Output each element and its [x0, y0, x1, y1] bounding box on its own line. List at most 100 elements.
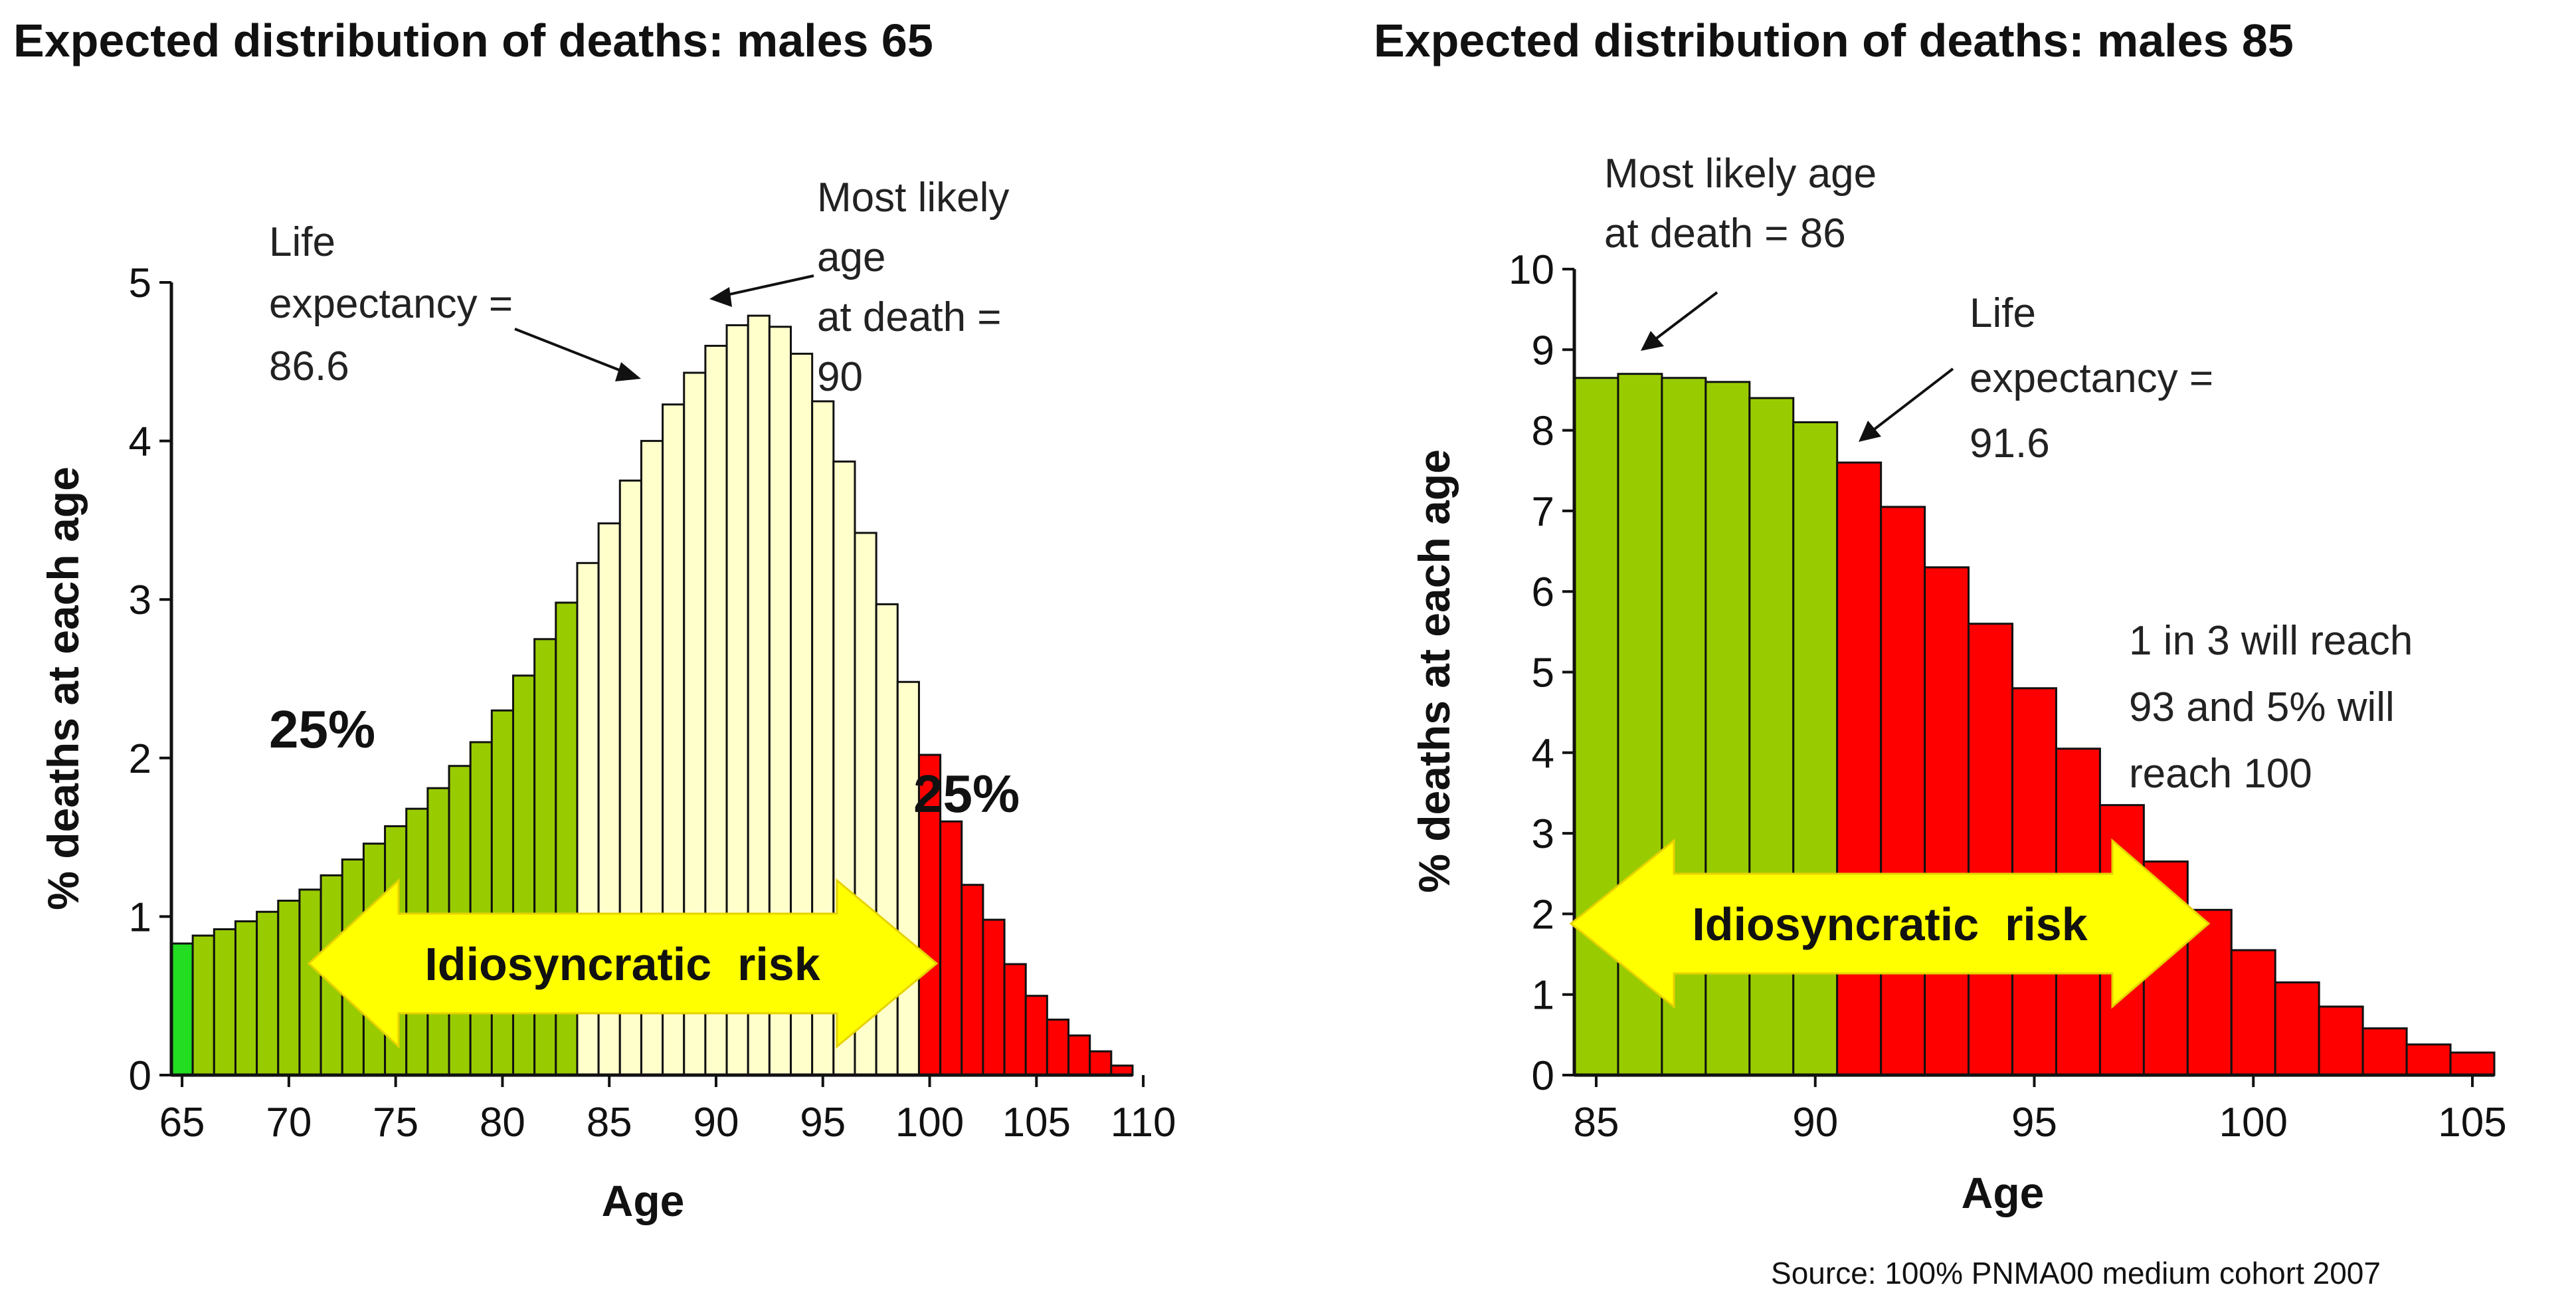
anno-line: expectancy =: [1970, 355, 2213, 401]
arrowhead: [709, 287, 732, 307]
bar-age-90: [1792, 421, 1839, 1076]
x-tick-label: 70: [266, 1100, 312, 1146]
chart-males-85: Expected distribution of deaths: males 8…: [1374, 15, 2507, 1290]
x-tick-label: 95: [2011, 1100, 2057, 1146]
bar-age-93: [1924, 566, 1970, 1076]
y-tick-label: 1: [129, 894, 151, 940]
x-tick-label: 110: [1111, 1100, 1176, 1146]
life-expectancy-arrow: [1865, 367, 1954, 437]
right-tail-percent: 25%: [913, 764, 1020, 823]
anno-line: Life: [269, 219, 335, 265]
arrowhead: [1641, 331, 1664, 351]
double-arrow-shape: [1569, 838, 2211, 1009]
bar-age-105: [1024, 995, 1048, 1076]
anno-line: Most likely age: [1604, 151, 1877, 197]
bar-age-69: [256, 910, 280, 1076]
bar-age-91: [1836, 461, 1883, 1076]
anno-line: age: [817, 235, 885, 280]
risk-label: Idiosyncratic risk: [424, 938, 820, 990]
anno-line: Most likely: [817, 175, 1009, 221]
y-tick-label: 0: [129, 1053, 151, 1099]
y-tick-label: 4: [129, 419, 151, 465]
bar-age-68: [234, 920, 258, 1076]
y-axis-title: % deaths at each age: [39, 466, 88, 910]
bar-age-79: [469, 741, 493, 1076]
life-expectancy-annotation: Life expectancy = 91.6: [1859, 290, 2213, 466]
axes-group: 0 1 2 3 4 5 65 70 75 80 85 90 95 100 105 110: [129, 260, 1176, 1146]
bar-age-85: [1573, 377, 1619, 1076]
x-tick-label: 105: [2438, 1100, 2506, 1146]
most-likely-arrow: [717, 274, 814, 298]
x-tick-label: 95: [800, 1100, 846, 1146]
bar-age-107: [1067, 1034, 1091, 1076]
bar-age-104: [1003, 963, 1027, 1076]
bar-age-81: [511, 674, 536, 1076]
axes-group: 0 1 2 3 4 5 6 7 8 9 10 85 90 95 100 105: [1509, 247, 2507, 1146]
bar-age-80: [490, 709, 514, 1076]
y-tick-label: 6: [1532, 569, 1554, 615]
idiosyncratic-risk-arrow: Idiosyncratic risk: [1569, 838, 2211, 1009]
anno-line: 1 in 3 will reach: [2129, 618, 2413, 664]
bar-age-66: [191, 934, 215, 1076]
y-tick-label: 2: [129, 736, 151, 782]
idiosyncratic-risk-arrow: Idiosyncratic risk: [307, 878, 939, 1049]
anno-line: expectancy =: [269, 281, 513, 327]
most-likely-annotation: Most likely age at death = 86: [1604, 151, 1877, 351]
bar-age-71: [298, 888, 322, 1076]
bar-age-102: [2318, 1005, 2364, 1076]
bar-age-99: [896, 680, 920, 1076]
y-tick-label: 3: [1532, 811, 1554, 857]
reach-note: 1 in 3 will reach 93 and 5% will reach 1…: [2129, 618, 2413, 797]
x-axis-title: Age: [602, 1176, 685, 1225]
bar-age-102: [961, 884, 984, 1076]
anno-line: reach 100: [2129, 751, 2312, 797]
y-tick-label: 1: [1532, 973, 1554, 1019]
arrowhead: [615, 362, 641, 381]
risk-label: Idiosyncratic risk: [1692, 898, 2087, 950]
bar-age-100: [2230, 949, 2276, 1076]
y-tick-label: 2: [1532, 892, 1554, 938]
y-tick-label: 3: [129, 577, 151, 623]
anno-line: at death =: [817, 294, 1002, 340]
chart-title: Expected distribution of deaths: males 6…: [13, 15, 933, 66]
life-expectancy-arrow: [514, 328, 637, 378]
bar-age-105: [2449, 1051, 2496, 1076]
y-tick-label: 0: [1532, 1053, 1554, 1099]
bar-age-94: [1968, 623, 2014, 1076]
arrowhead: [1859, 421, 1881, 442]
x-tick-label: 90: [1792, 1100, 1838, 1146]
bar-age-65: [170, 942, 194, 1076]
x-tick-label: 100: [895, 1100, 964, 1146]
x-tick-label: 90: [693, 1100, 739, 1146]
bar-age-103: [2361, 1027, 2408, 1076]
bar-age-70: [277, 900, 301, 1076]
x-axis-title: Age: [1962, 1168, 2045, 1217]
y-axis-title: % deaths at each age: [1410, 449, 1459, 893]
anno-line: 91.6: [1970, 421, 2050, 466]
x-tick-label: 85: [587, 1100, 632, 1146]
anno-line: 86.6: [269, 344, 349, 389]
y-tick-label: 7: [1532, 489, 1554, 535]
chart-males-65: Expected distribution of deaths: males 6…: [13, 15, 1176, 1225]
y-tick-label: 4: [1532, 731, 1554, 777]
bar-age-100: [917, 753, 942, 1076]
left-tail-percent: 25%: [269, 700, 375, 759]
bar-age-108: [1089, 1050, 1113, 1076]
most-likely-annotation: Most likely age at death = 90: [709, 175, 1009, 400]
y-tick-label: 5: [1532, 651, 1554, 696]
x-tick-label: 85: [1573, 1100, 1619, 1146]
x-tick-label: 75: [373, 1100, 418, 1146]
anno-line: Life: [1970, 290, 2036, 336]
x-tick-label: 100: [2219, 1100, 2288, 1146]
x-tick-label: 65: [159, 1100, 205, 1146]
bar-age-104: [2405, 1043, 2452, 1076]
x-tick-label: 80: [480, 1100, 525, 1146]
y-tick-label: 8: [1532, 409, 1554, 454]
y-tick-label: 9: [1532, 328, 1554, 373]
most-likely-arrow: [1647, 291, 1718, 346]
source-note: Source: 100% PNMA00 medium cohort 2007: [1771, 1256, 2381, 1290]
bar-age-67: [213, 928, 236, 1076]
double-arrow-shape: [307, 878, 939, 1049]
chart-title: Expected distribution of deaths: males 8…: [1374, 15, 2294, 66]
